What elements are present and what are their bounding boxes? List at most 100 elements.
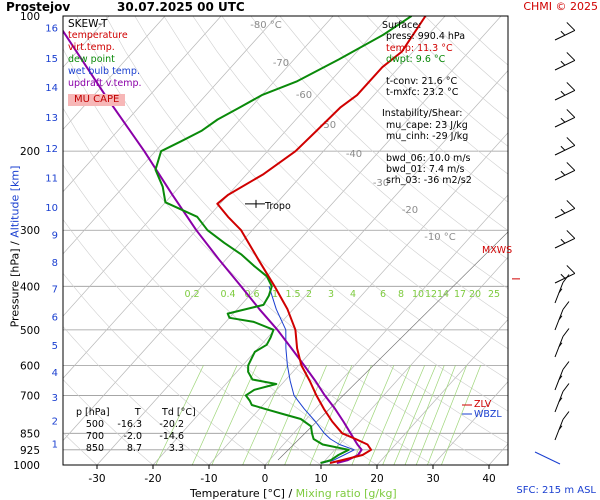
pressure-tick-label: 500 <box>20 325 40 337</box>
wind-barb-feather <box>566 162 576 171</box>
altitude-tick-label: 6 <box>52 313 58 324</box>
dry-adiabat-line <box>63 164 378 465</box>
pressure-tick-label: 400 <box>20 281 40 293</box>
dry-adiabat-line <box>63 47 490 465</box>
isotherm-line <box>152 70 508 465</box>
altitude-tick-label: 7 <box>52 285 58 296</box>
zlv-label: ZLV <box>474 399 492 410</box>
instability-title: Instability/Shear: <box>382 108 463 120</box>
isotherm-label: -50 <box>320 120 336 131</box>
legend-item-temperature: temperature <box>68 30 128 41</box>
wind-barb-feather <box>560 145 566 151</box>
wind-barb-feather <box>562 274 570 283</box>
temp-tick-label: 20 <box>370 473 383 485</box>
surface-title: Surface: <box>382 20 422 31</box>
wind-barb <box>554 82 576 101</box>
table-cell: -2.0 <box>123 431 142 442</box>
altitude-tick-label: 4 <box>52 368 58 379</box>
wind-barb <box>554 301 570 331</box>
altitude-tick-label: 15 <box>45 54 58 65</box>
table-cell: -20.2 <box>159 419 184 430</box>
legend-title: SKEW-T <box>68 18 108 30</box>
temp-tick-label: -10 <box>200 473 217 485</box>
info-tmxfc: t-mxfc: 23.2 °C <box>386 87 459 99</box>
mixing-ratio-label: 20 <box>469 289 481 300</box>
series-updraft-v-temp <box>63 29 363 464</box>
mixing-ratio-line <box>368 365 411 465</box>
isotherm-label: -20 <box>402 205 418 216</box>
station-name: Prostejov <box>6 0 71 14</box>
dry-adiabat-line <box>250 16 508 260</box>
wind-barb-feather <box>560 238 566 244</box>
isotherm-line <box>432 381 508 465</box>
x-axis-label-mixing: Mixing ratio [g/kg] <box>295 487 397 500</box>
wind-barb <box>554 230 576 249</box>
surface-elevation: SFC: 215 m ASL <box>516 485 596 496</box>
mixing-ratio-label: 1.5 <box>285 289 300 300</box>
mixing-ratio-label: 8 <box>398 289 404 300</box>
credit: CHMI © 2025 <box>523 0 598 13</box>
altitude-tick-label: 16 <box>45 23 58 34</box>
wind-barb <box>554 383 570 413</box>
mixing-ratio-label: 2 <box>306 289 312 300</box>
isotherm-label: -80 °C <box>250 20 282 31</box>
pressure-tick-label: 700 <box>20 390 40 402</box>
altitude-tick-label: 14 <box>45 83 58 94</box>
mxws-label: MXWS <box>482 245 513 256</box>
mixing-ratio-line <box>427 365 467 465</box>
isotherm-line <box>320 256 508 465</box>
mu-cape-badge: MU CAPE <box>68 94 126 106</box>
wind-barb-feather <box>560 60 566 66</box>
mixing-ratio-label: 25 <box>488 289 500 300</box>
surface-wind-barb <box>534 451 561 465</box>
table-cell: 700 <box>85 431 104 442</box>
mixing-ratio-label: 3 <box>328 289 334 300</box>
pressure-tick-label: 850 <box>20 428 40 440</box>
info-tconv: t-conv: 21.6 °C <box>386 75 458 87</box>
isotherm-label: -40 <box>346 149 362 160</box>
wind-barb <box>554 328 570 358</box>
series-wet-bulb-temp <box>268 286 355 464</box>
mixing-ratio-line <box>351 365 395 465</box>
wind-barb-feather <box>566 22 576 31</box>
mixing-ratio-line <box>441 365 481 465</box>
dry-adiabat-line <box>279 16 508 231</box>
temp-tick-label: -30 <box>88 473 105 485</box>
mixing-ratio-line <box>309 365 353 465</box>
wind-barb-feather <box>560 208 566 214</box>
altitude-tick-label: 9 <box>52 231 58 242</box>
isotherm-label: -30 <box>373 178 389 189</box>
mixing-ratio-line <box>415 365 456 465</box>
axis-ticks: 1002003004005006007008509251000161514131… <box>13 11 520 485</box>
wind-barb-feather <box>558 397 563 403</box>
isotherm-line <box>63 16 390 379</box>
temp-tick-label: 10 <box>314 473 327 485</box>
info-dwpt: dwpt: 9.6 °C <box>386 54 446 66</box>
wind-barb-feather <box>560 170 566 176</box>
mixing-ratio-line <box>393 365 437 465</box>
isotherm-line <box>63 16 222 193</box>
legend-item-virt-temp: virt.temp. <box>68 42 115 53</box>
wind-barb-feather <box>560 30 566 36</box>
wind-barb-feather <box>566 265 576 274</box>
mixing-ratio-label: 0.4 <box>220 289 235 300</box>
pressure-tick-label: 200 <box>20 146 40 158</box>
pressure-tick-label: 600 <box>20 360 40 372</box>
mixing-ratio-line <box>404 365 445 465</box>
level-table: p [hPa] T Td [°C] 500 -16.3 -20.2 700 -2.0 -… <box>76 407 196 455</box>
pressure-tick-label: 100 <box>20 11 40 23</box>
isotherm-label: -10 °C <box>424 232 456 243</box>
table-header-p: p [hPa] <box>76 407 110 418</box>
dry-adiabat-line <box>163 16 508 350</box>
wind-barb-feather <box>558 342 563 348</box>
table-cell: 3.3 <box>168 443 184 454</box>
mixing-ratio-line <box>191 365 238 465</box>
dry-adiabat-line <box>63 107 434 465</box>
wind-barb-feather <box>558 288 563 294</box>
wind-barb-feather <box>558 375 563 381</box>
isotherm-line <box>376 318 508 465</box>
mixing-ratio-line <box>284 365 327 465</box>
wind-barb-feather <box>558 315 563 321</box>
info-mu-cape: mu_cape: 23 J/kg <box>386 119 468 131</box>
